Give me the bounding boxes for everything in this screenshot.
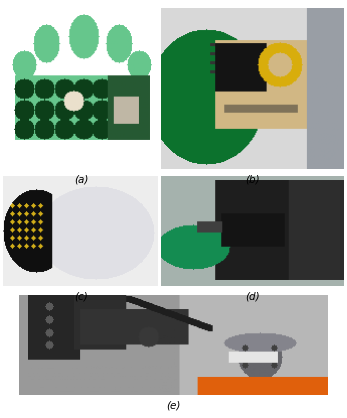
Text: (a): (a): [74, 174, 89, 184]
Text: (d): (d): [245, 292, 260, 302]
Text: (e): (e): [166, 400, 181, 410]
Text: (c): (c): [75, 292, 88, 302]
Text: (b): (b): [245, 174, 260, 184]
